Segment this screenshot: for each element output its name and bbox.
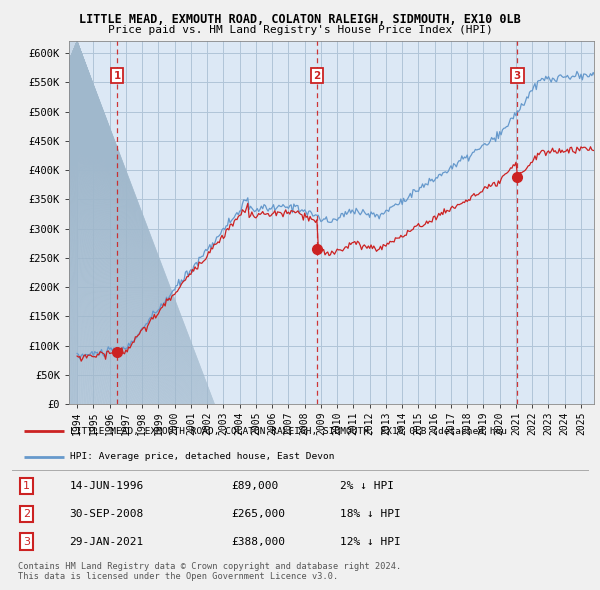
Text: This data is licensed under the Open Government Licence v3.0.: This data is licensed under the Open Gov… xyxy=(18,572,338,581)
Text: £89,000: £89,000 xyxy=(231,481,278,491)
Text: LITTLE MEAD, EXMOUTH ROAD, COLATON RALEIGH, SIDMOUTH, EX10 0LB (detached hou: LITTLE MEAD, EXMOUTH ROAD, COLATON RALEI… xyxy=(70,427,506,436)
Text: Contains HM Land Registry data © Crown copyright and database right 2024.: Contains HM Land Registry data © Crown c… xyxy=(18,562,401,571)
Text: 18% ↓ HPI: 18% ↓ HPI xyxy=(340,509,401,519)
Text: 1: 1 xyxy=(23,481,30,491)
Text: 1: 1 xyxy=(113,71,121,81)
Text: HPI: Average price, detached house, East Devon: HPI: Average price, detached house, East… xyxy=(70,452,334,461)
Text: 2: 2 xyxy=(23,509,30,519)
Text: 30-SEP-2008: 30-SEP-2008 xyxy=(70,509,144,519)
Text: 3: 3 xyxy=(23,537,30,547)
Text: 14-JUN-1996: 14-JUN-1996 xyxy=(70,481,144,491)
Text: 12% ↓ HPI: 12% ↓ HPI xyxy=(340,537,401,547)
Text: £265,000: £265,000 xyxy=(231,509,285,519)
Bar xyxy=(69,41,77,404)
Text: 3: 3 xyxy=(514,71,521,81)
Text: 29-JAN-2021: 29-JAN-2021 xyxy=(70,537,144,547)
Text: LITTLE MEAD, EXMOUTH ROAD, COLATON RALEIGH, SIDMOUTH, EX10 0LB: LITTLE MEAD, EXMOUTH ROAD, COLATON RALEI… xyxy=(79,13,521,26)
Text: 2% ↓ HPI: 2% ↓ HPI xyxy=(340,481,394,491)
Text: Price paid vs. HM Land Registry's House Price Index (HPI): Price paid vs. HM Land Registry's House … xyxy=(107,25,493,35)
Text: 2: 2 xyxy=(313,71,320,81)
Text: £388,000: £388,000 xyxy=(231,537,285,547)
